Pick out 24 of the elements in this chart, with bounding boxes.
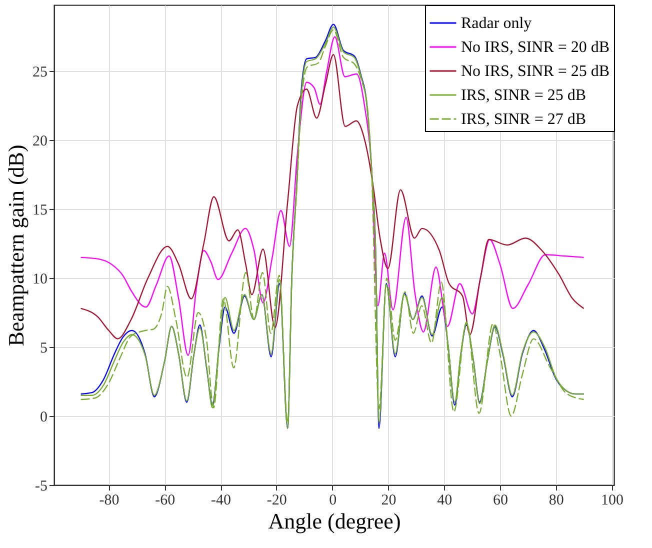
y-tick-label: 25 [32, 64, 48, 81]
y-tick-label: -5 [35, 478, 48, 494]
legend-label: No IRS, SINR = 20 dB [461, 39, 610, 56]
x-tick-label: 80 [548, 492, 564, 508]
x-tick-label: 0 [329, 492, 337, 508]
y-tick-label: 20 [32, 134, 48, 150]
x-axis-title: Angle (degree) [268, 508, 401, 534]
y-tick-label: 15 [32, 202, 48, 219]
legend-label: IRS, SINR = 27 dB [461, 111, 586, 128]
x-tick-label: -40 [211, 492, 232, 508]
x-tick-label: -60 [155, 492, 176, 508]
x-tick-label: 40 [437, 492, 452, 508]
legend-label: Radar only [461, 15, 532, 32]
legend-label: IRS, SINR = 25 dB [461, 87, 586, 104]
x-tick-label: 100 [601, 492, 624, 508]
x-tick-label: 60 [492, 492, 508, 508]
y-axis-title: Beampattern gain (dB) [4, 144, 28, 346]
y-tick-label: 0 [40, 410, 48, 426]
legend-label: No IRS, SINR = 25 dB [461, 63, 610, 80]
x-tick-label: -20 [266, 492, 287, 508]
x-tick-label: 20 [381, 492, 396, 508]
y-tick-label: 10 [32, 272, 48, 288]
x-tick-label: -80 [99, 492, 120, 508]
y-tick-label: 5 [40, 340, 48, 357]
